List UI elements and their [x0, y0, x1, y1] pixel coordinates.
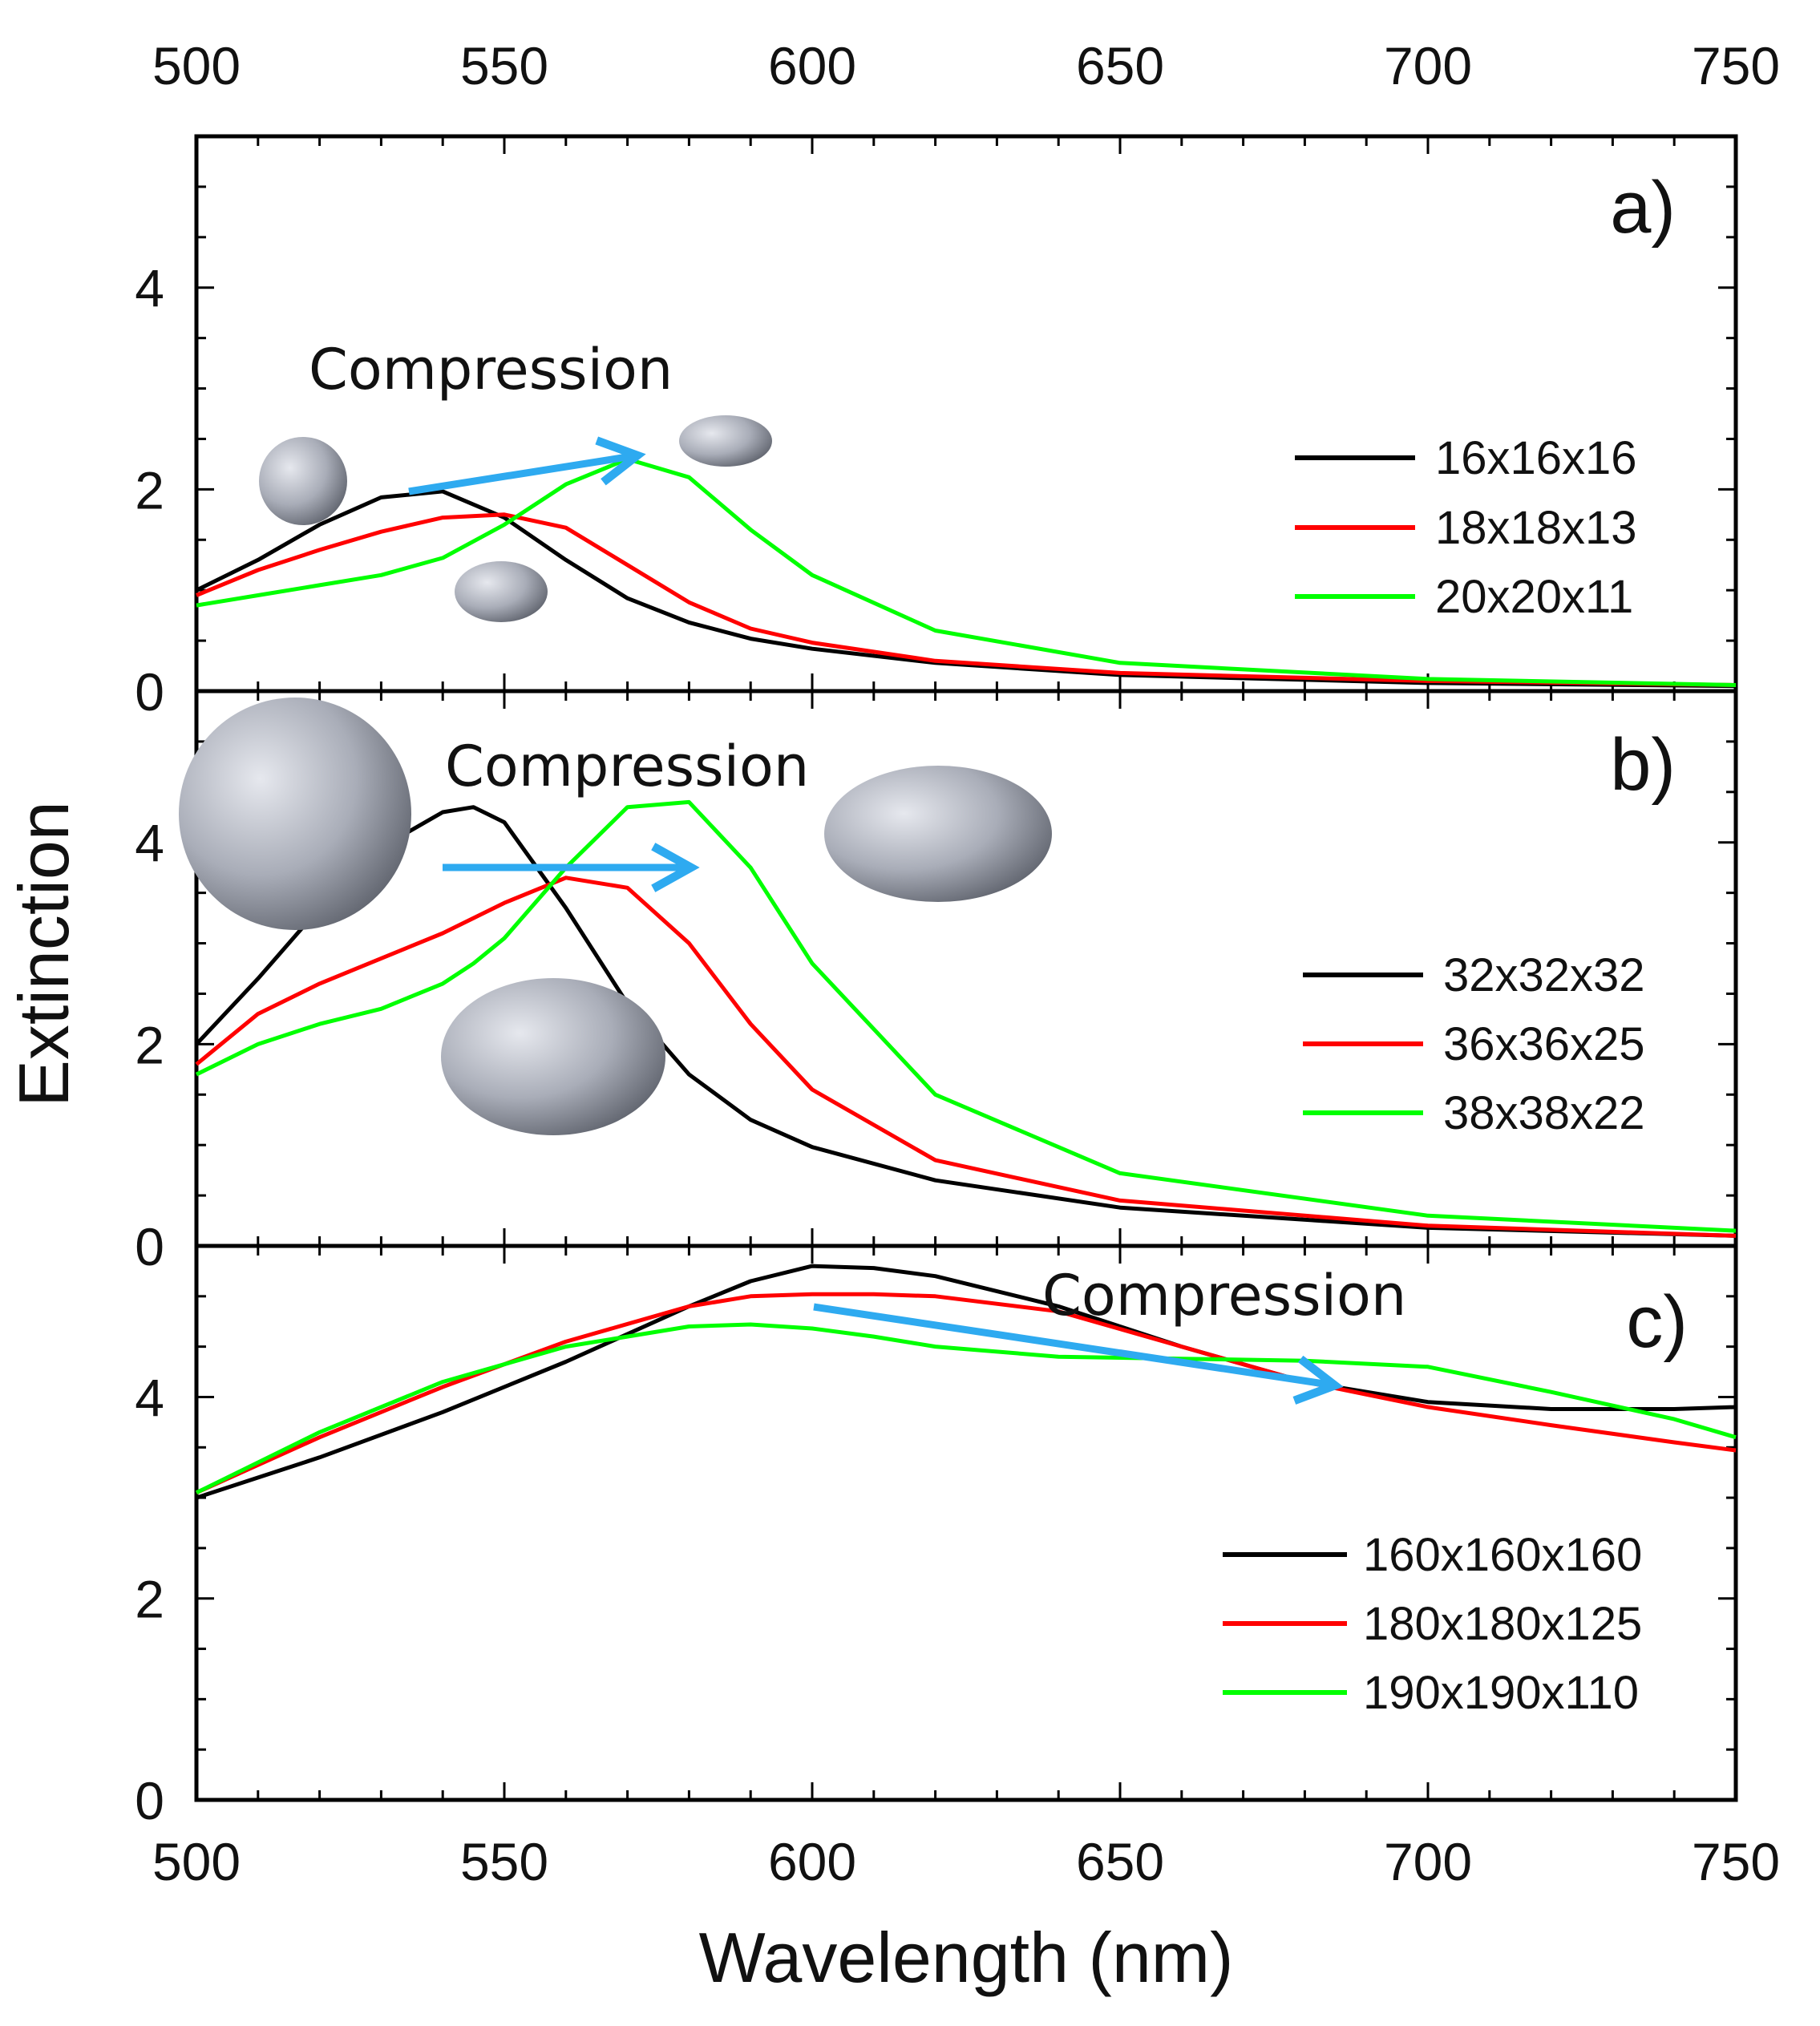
series-line-180x180x125 — [195, 1292, 1737, 1495]
nanoparticle-illustration — [824, 766, 1052, 902]
y-tick-label: 4 — [135, 814, 164, 873]
compression-annotation: Compression — [1042, 1263, 1406, 1328]
panel-b: 0 2 4 32x32x32 36x36x25 38x38x22 b) Compression — [135, 689, 1737, 1276]
legend-label: 16x16x16 — [1435, 432, 1637, 484]
compression-annotation: Compression — [309, 337, 673, 402]
legend-label: 32x32x32 — [1443, 949, 1645, 1001]
x-tick-label-top: 600 — [768, 36, 856, 95]
panels: 0 2 4 16x16x16 18x18x13 20x20x11 a) Compression… — [135, 136, 1737, 1830]
series-line-190x190x110 — [195, 1322, 1737, 1495]
x-tick-label-bottom: 600 — [768, 1832, 856, 1891]
panel-a: 0 2 4 16x16x16 18x18x13 20x20x11 a) Compression — [135, 136, 1737, 722]
series-line-18x18x13 — [196, 512, 1737, 687]
y-tick-label: 2 — [135, 460, 164, 520]
legend-label: 180x180x125 — [1363, 1598, 1642, 1650]
x-tick-label-bottom: 700 — [1384, 1832, 1472, 1891]
plot-frame — [194, 134, 1738, 1802]
x-tick-label-bottom: 550 — [460, 1832, 548, 1891]
x-tick-label-top: 650 — [1076, 36, 1164, 95]
x-tick-label-bottom: 750 — [1692, 1832, 1780, 1891]
x-tick-label-top: 700 — [1384, 36, 1472, 95]
nanoparticle-illustration — [441, 978, 665, 1135]
x-tick-label-top: 500 — [152, 36, 241, 95]
panel-label: b) — [1610, 724, 1676, 806]
y-axis-title: Extinction — [4, 801, 83, 1107]
nanoparticle-illustration — [179, 698, 411, 930]
legend-label: 20x20x11 — [1435, 571, 1633, 623]
legend-label: 190x190x110 — [1363, 1667, 1639, 1719]
y-tick-label: 4 — [135, 259, 164, 318]
y-tick-label: 2 — [135, 1570, 164, 1629]
legend-label: 36x36x25 — [1443, 1018, 1645, 1070]
compression-arrow — [408, 455, 637, 495]
series-line-38x38x22 — [195, 799, 1737, 1233]
nanoparticle-illustration — [259, 437, 347, 525]
x-axis-title: Wavelength (nm) — [699, 1918, 1234, 1997]
panel-label: c) — [1626, 1281, 1688, 1363]
x-tick-label-bottom: 650 — [1076, 1832, 1164, 1891]
x-tick-label-top: 750 — [1692, 36, 1780, 95]
x-tick-label-bottom: 500 — [152, 1832, 241, 1891]
panel-label: a) — [1610, 167, 1676, 249]
nanoparticle-illustration — [455, 561, 548, 622]
x-axis: 500 500 550 550 600 600 650 650 700 700 750 750 — [152, 36, 1780, 1891]
compression-annotation: Compression — [445, 734, 809, 799]
legend-label: 18x18x13 — [1435, 502, 1637, 554]
panel-c: 0 2 4 160x160x160 180x180x125 190x190x110 c) Co… — [135, 1244, 1737, 1830]
nanoparticle-illustrations — [179, 415, 1052, 1135]
legend-label: 38x38x22 — [1443, 1087, 1645, 1139]
y-tick-label: 0 — [135, 1771, 164, 1830]
y-tick-label: 2 — [135, 1015, 164, 1074]
series-line-36x36x25 — [195, 876, 1737, 1238]
legend-label: 160x160x160 — [1363, 1529, 1642, 1581]
y-tick-label: 0 — [135, 1217, 164, 1276]
y-tick-label: 4 — [135, 1368, 164, 1427]
x-tick-label-top: 550 — [460, 36, 548, 95]
y-tick-label: 0 — [135, 662, 164, 722]
compression-arrow — [813, 1303, 1335, 1385]
nanoparticle-illustration — [679, 415, 772, 467]
series-line-160x160x160 — [196, 1264, 1737, 1500]
